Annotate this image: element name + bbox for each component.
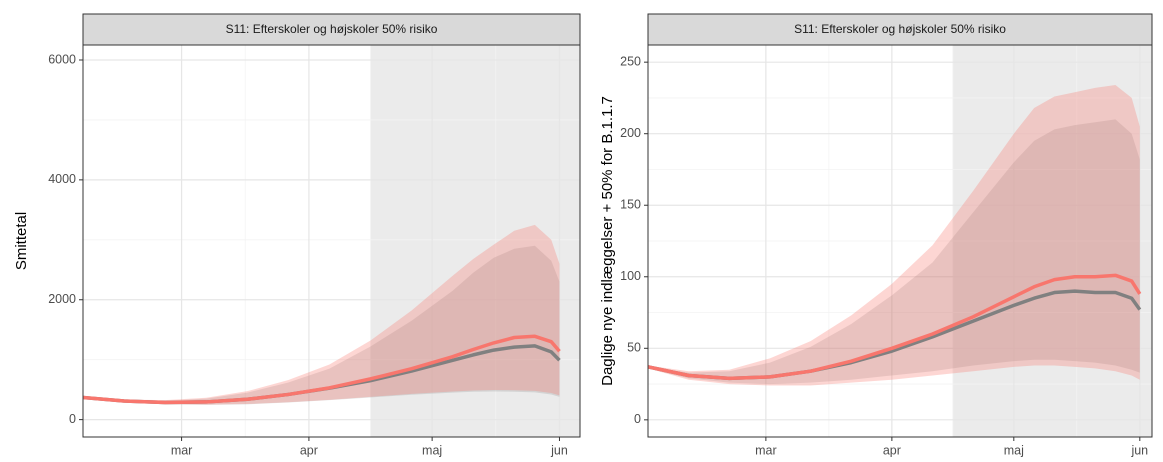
y-tick-label: 6000 (48, 52, 76, 66)
panel: S11: Efterskoler og højskoler 50% risiko… (599, 13, 1153, 457)
confidence-band (648, 119, 1140, 385)
x-tick-label: maj (1004, 443, 1024, 457)
x-tick-label: mar (171, 443, 193, 457)
y-tick-label: 100 (620, 269, 641, 283)
y-tick-label: 4000 (48, 172, 76, 186)
confidence-band (648, 85, 1140, 386)
y-tick-label: 2000 (48, 292, 76, 306)
y-axis-label: Smittetal (13, 212, 30, 270)
x-tick-label: apr (883, 443, 901, 457)
strip-title: S11: Efterskoler og højskoler 50% risiko (794, 22, 1006, 36)
x-tick-label: apr (300, 443, 318, 457)
panel: S11: Efterskoler og højskoler 50% risiko… (13, 13, 581, 457)
strip (82, 13, 581, 46)
y-tick-label: 0 (69, 412, 76, 426)
line (648, 273, 1142, 381)
y-tick-label: 0 (634, 412, 641, 426)
x-tick-label: maj (422, 443, 442, 457)
y-tick-label: 250 (620, 54, 641, 68)
y-tick-label: 200 (620, 126, 641, 140)
strip-title: S11: Efterskoler og højskoler 50% risiko (226, 22, 438, 36)
x-tick-label: jun (1130, 443, 1148, 457)
strip (647, 13, 1153, 46)
y-tick-label: 50 (627, 341, 641, 355)
x-tick-label: mar (755, 443, 777, 457)
x-tick-label: jun (550, 443, 568, 457)
line (83, 334, 561, 405)
plot-marks (83, 224, 561, 405)
y-tick-label: 150 (620, 198, 641, 212)
plot-marks (648, 85, 1142, 386)
y-axis-label: Daglige nye indlæggelser + 50% for B.1.1… (599, 96, 616, 386)
